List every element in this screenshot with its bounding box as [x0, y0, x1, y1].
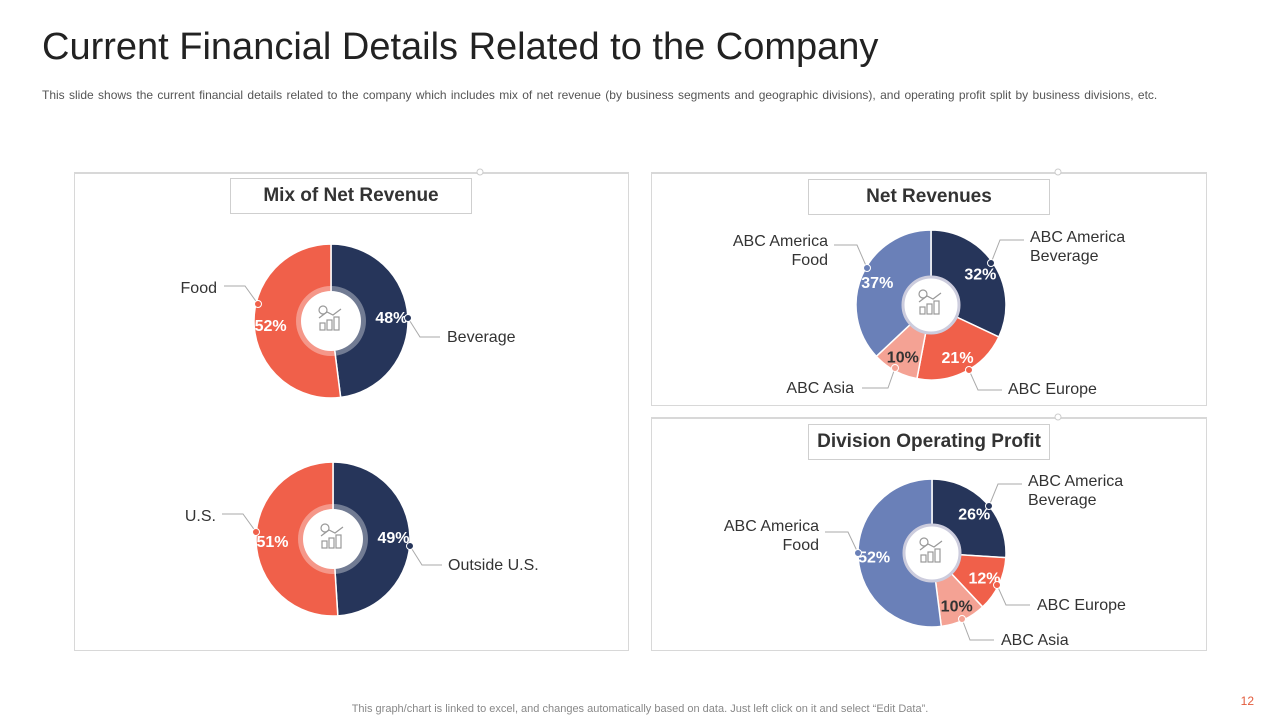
donut-chart-3: 26% 12% 10% 52% — [857, 478, 1007, 628]
pie-slice — [255, 461, 339, 617]
leader-line — [409, 545, 442, 566]
legend-label: ABC Europe — [1008, 381, 1097, 398]
leader-dot — [891, 364, 899, 372]
page-number: 12 — [1240, 694, 1254, 708]
leader-line — [862, 367, 896, 389]
legend-label: Beverage — [447, 329, 516, 346]
pie-slice — [332, 461, 411, 617]
data-label: 37% — [861, 275, 893, 292]
legend-label: ABC America Food — [732, 233, 828, 269]
legend-label: U.S. — [184, 508, 216, 525]
leader-dot — [958, 615, 966, 623]
leader-line — [996, 584, 1030, 606]
donut-chart-0: 48% 52% — [253, 243, 409, 399]
legend-label: ABC Asia — [1001, 632, 1069, 649]
panel-profit — [651, 417, 1207, 651]
money-hand-icon — [919, 537, 943, 563]
legend-label: ABC Europe — [1037, 597, 1126, 614]
page-subtitle: This slide shows the current financial d… — [42, 88, 1158, 102]
profit-title: Division Operating Profit — [808, 424, 1050, 460]
data-label: 49% — [377, 530, 409, 547]
leader-line — [224, 285, 259, 305]
net-title: Net Revenues — [808, 179, 1050, 215]
leader-line — [407, 317, 440, 338]
money-growth-icon — [320, 523, 344, 549]
leader-line — [988, 483, 1022, 507]
leader-dot — [854, 549, 862, 557]
leader-dot — [252, 528, 260, 536]
leader-dot — [965, 366, 973, 374]
data-label: 32% — [964, 267, 996, 284]
leader-dot — [987, 259, 995, 267]
legend-label: ABC Asia — [786, 380, 854, 397]
pie-slice — [253, 243, 342, 399]
data-label: 51% — [257, 534, 289, 551]
data-label: 26% — [958, 506, 990, 523]
data-label: 52% — [858, 550, 890, 567]
leader-dot — [985, 502, 993, 510]
leader-dot — [863, 264, 871, 272]
leader-dot — [254, 300, 262, 308]
leader-dot — [993, 581, 1001, 589]
panel-net — [651, 172, 1207, 406]
donut-hole — [303, 509, 363, 569]
mix-title: Mix of Net Revenue — [230, 178, 472, 214]
footer-note: This graph/chart is linked to excel, and… — [351, 703, 929, 715]
leader-line — [968, 369, 1002, 391]
data-label: 12% — [968, 571, 1000, 588]
legend-label: ABC America Food — [723, 518, 819, 554]
growth-chart-icon — [318, 305, 342, 331]
donut-hole — [301, 291, 361, 351]
data-label: 10% — [941, 598, 973, 615]
leader-line — [825, 531, 859, 554]
legend-label: Outside U.S. — [448, 557, 539, 574]
data-label: 48% — [375, 310, 407, 327]
pie-slice — [857, 478, 943, 628]
leader-line — [990, 239, 1024, 264]
legend-label: Food — [180, 280, 217, 297]
panel-dot — [1054, 168, 1062, 176]
panel-dot — [476, 168, 484, 176]
leader-line — [834, 244, 868, 269]
data-label: 52% — [255, 318, 287, 335]
donut-hole — [901, 275, 961, 335]
pie-slice — [855, 229, 932, 358]
donut-chart-2: 32% 21% 10% 37% — [855, 229, 1007, 381]
leader-dot — [404, 314, 412, 322]
donut-chart-1: 49% 51% — [255, 461, 411, 617]
leader-line — [961, 618, 994, 641]
panel-dot — [1054, 413, 1062, 421]
leader-dot — [406, 542, 414, 550]
finance-report-icon — [918, 289, 942, 315]
data-label: 21% — [942, 350, 974, 367]
page-title: Current Financial Details Related to the… — [42, 26, 879, 68]
donut-hole — [902, 523, 962, 583]
legend-label: ABC America Beverage — [1028, 473, 1124, 509]
legend-label: ABC America Beverage — [1030, 229, 1126, 265]
data-label: 10% — [887, 349, 919, 366]
panel-mix — [74, 172, 629, 651]
leader-line — [222, 513, 257, 533]
